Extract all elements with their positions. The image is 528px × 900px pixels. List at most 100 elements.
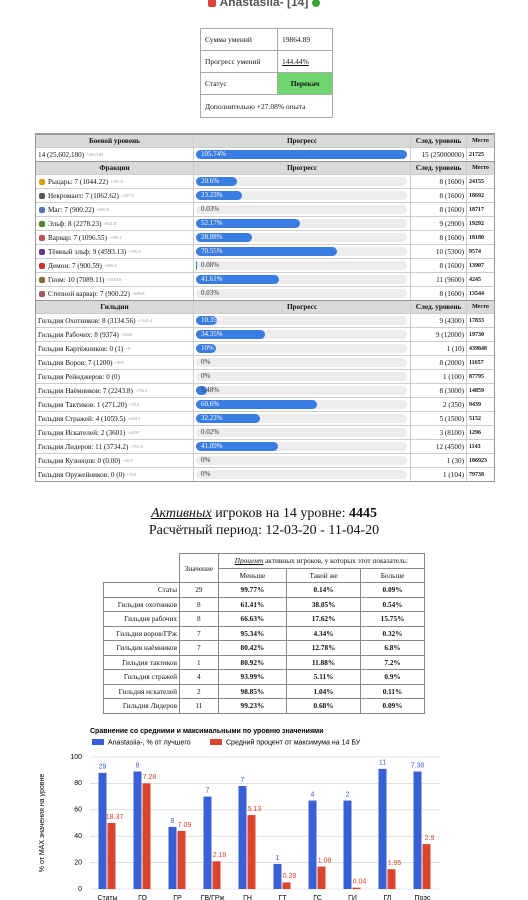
percent-link[interactable]: Процент bbox=[234, 556, 264, 566]
bar bbox=[212, 861, 221, 889]
name[interactable]: Гильдия Охотников: 8 (3134.56) bbox=[38, 316, 136, 325]
bar bbox=[133, 771, 142, 889]
name[interactable]: Гном: 10 (7089.11) bbox=[48, 275, 105, 284]
name[interactable]: Гильдия Оружейников: 0 (0) bbox=[38, 470, 125, 479]
name[interactable]: Эльф: 8 (2278.23) bbox=[48, 219, 102, 228]
next-level: 8 (3000) bbox=[411, 384, 467, 397]
progress-bar bbox=[196, 316, 217, 325]
bar bbox=[168, 826, 177, 889]
name[interactable]: Гильдия Лидеров: 11 (3734.2) bbox=[38, 442, 129, 451]
compare-cell: 11 bbox=[179, 698, 219, 714]
name[interactable]: Тёмный эльф: 9 (4593.13) bbox=[48, 247, 127, 256]
compare-cell: Гильдия наёмников bbox=[102, 640, 181, 656]
compare-row: Гильдия тактиков 1 80.92% 11.88% 7.2% bbox=[102, 654, 425, 670]
name[interactable]: Гильдия Рейнджеров: 0 (0) bbox=[38, 372, 120, 381]
data-label: 4 bbox=[311, 791, 315, 798]
header-cell: Прогресс bbox=[194, 301, 411, 313]
compare-cell: 8 bbox=[179, 596, 219, 612]
player-header: Anastasiia- [14] bbox=[0, 0, 528, 9]
summary-value: 19864.89 bbox=[282, 35, 311, 44]
active-link[interactable]: Активных bbox=[150, 506, 212, 521]
next-level: 1 (30) bbox=[411, 454, 467, 467]
name[interactable]: Гильдия Картёжников: 0 (1) bbox=[38, 344, 124, 353]
faction-icon bbox=[39, 192, 45, 199]
compare-row: Гильдия стражей 4 93.99% 5.11% 0.9% bbox=[102, 669, 425, 685]
name[interactable]: Варвар: 7 (1096.55) bbox=[48, 233, 107, 242]
next-level: 3 (8100) bbox=[411, 426, 467, 439]
progress-label: 0% bbox=[201, 456, 211, 464]
delta: +706.9 bbox=[128, 249, 141, 254]
active-text: игроков на 14 уровне: bbox=[215, 506, 346, 521]
place: 1296 bbox=[469, 429, 481, 436]
progress-bar bbox=[196, 344, 216, 353]
data-label: 7.09 bbox=[178, 822, 192, 829]
summary-row: Сумма умений 19864.89 bbox=[201, 29, 332, 51]
place: 24155 bbox=[469, 178, 484, 185]
progress-label: 0% bbox=[201, 372, 211, 380]
next-level: 8 (1600) bbox=[411, 203, 467, 216]
place: 5152 bbox=[469, 415, 481, 422]
progress-cell: 41.09% bbox=[194, 440, 411, 453]
progress-track: 0.03% bbox=[196, 289, 407, 298]
next-level: 8 (1600) bbox=[411, 259, 467, 272]
progress-track: 41.61% bbox=[196, 275, 407, 284]
progress-track: 28.08% bbox=[196, 233, 407, 242]
progress-bar bbox=[196, 233, 253, 242]
header-cell: Прогресс bbox=[194, 135, 411, 147]
progress-label: 60.6% bbox=[201, 400, 220, 408]
active-count: 4445 bbox=[349, 506, 378, 521]
next-level: 8 (1600) bbox=[411, 287, 467, 300]
delta: +800 bbox=[114, 360, 124, 365]
summary-note: Дополнительно +27.08% опыта bbox=[205, 101, 306, 111]
corner-cell bbox=[104, 554, 180, 583]
name[interactable]: Гильдия Тактиков: 1 (271.20) bbox=[38, 400, 127, 409]
name[interactable]: Рыцарь: 7 (1044.22) bbox=[48, 177, 109, 186]
name[interactable]: 14 (25,602,180) bbox=[38, 150, 85, 159]
compare-cell: 15.75% bbox=[360, 611, 425, 627]
compare-cell: 4.34% bbox=[286, 625, 362, 641]
data-label: 5.13 bbox=[248, 806, 262, 813]
name[interactable]: Демон: 7 (900.59) bbox=[48, 261, 102, 270]
name[interactable]: Некромант: 7 (1062.62) bbox=[48, 191, 119, 200]
x-tick-label: Статы bbox=[97, 895, 117, 900]
name[interactable]: Маг: 7 (900.22) bbox=[48, 205, 95, 214]
header-cell: Фракции bbox=[36, 162, 194, 174]
next-level: 8 (2000) bbox=[411, 356, 467, 369]
header-cell: Место bbox=[472, 165, 489, 171]
place: 87795 bbox=[469, 373, 484, 380]
period: Расчётный период: 12-03-20 - 11-04-20 bbox=[148, 523, 380, 538]
progress-cell: 60.6% bbox=[194, 398, 411, 411]
player-name[interactable]: Anastasiia- [14] bbox=[219, 0, 309, 9]
section-header: Боевой уровень Прогресс След. уровень Место bbox=[36, 134, 494, 147]
name[interactable]: Гильдия Искателей: 2 (3601) bbox=[38, 428, 126, 437]
level-row: Некромант: 7 (1062.62) +337.8 23.23% 8 (160… bbox=[36, 188, 494, 202]
progress-cell: 34.35% bbox=[194, 328, 411, 341]
name[interactable]: Гильдия Воров: 7 (1200) bbox=[38, 358, 113, 367]
name[interactable]: Гильдия Наёмников: 7 (2243.8) bbox=[38, 386, 133, 395]
delta: +9 bbox=[125, 346, 131, 351]
data-label: 8 bbox=[171, 818, 175, 825]
name[interactable]: Гильдия Кузнецов: 0 (0.00) bbox=[38, 456, 121, 465]
delta: +4499 bbox=[127, 430, 139, 435]
name-cell: Тёмный эльф: 9 (4593.13) +706.9 bbox=[36, 245, 194, 258]
progress-bar bbox=[196, 330, 265, 339]
name[interactable]: Гильдия Рабочих: 8 (9374) bbox=[38, 330, 119, 339]
progress-cell: 0.03% bbox=[194, 203, 411, 216]
name[interactable]: Гильдия Стражей: 4 (1059.5) bbox=[38, 414, 126, 423]
percent-text: активных игроков, у которых этот показат… bbox=[265, 556, 409, 566]
progress-cell: 5.48% bbox=[194, 384, 411, 397]
header-cell: Боевой уровень bbox=[36, 135, 194, 147]
name-cell: Гильдия Кузнецов: 0 (0.00) +30.0 bbox=[36, 454, 194, 467]
legend-label: Anastasiia-, % от лучшего bbox=[108, 739, 191, 746]
name-cell: Гильдия Лидеров: 11 (3734.2) +765.8 bbox=[36, 440, 194, 453]
subheader: Больше bbox=[360, 567, 425, 583]
name[interactable]: Степной варвар: 7 (900.22) bbox=[48, 289, 130, 298]
progress-label: 41.61% bbox=[201, 275, 223, 283]
next-level: 9 (2900) bbox=[411, 217, 467, 230]
next-level: 1 (10) bbox=[411, 342, 467, 355]
progress-track: 34.35% bbox=[196, 330, 407, 339]
data-label: 0.28 bbox=[283, 873, 297, 880]
progress-cell: 0% bbox=[194, 356, 411, 369]
progress-label: 10% bbox=[201, 344, 214, 352]
